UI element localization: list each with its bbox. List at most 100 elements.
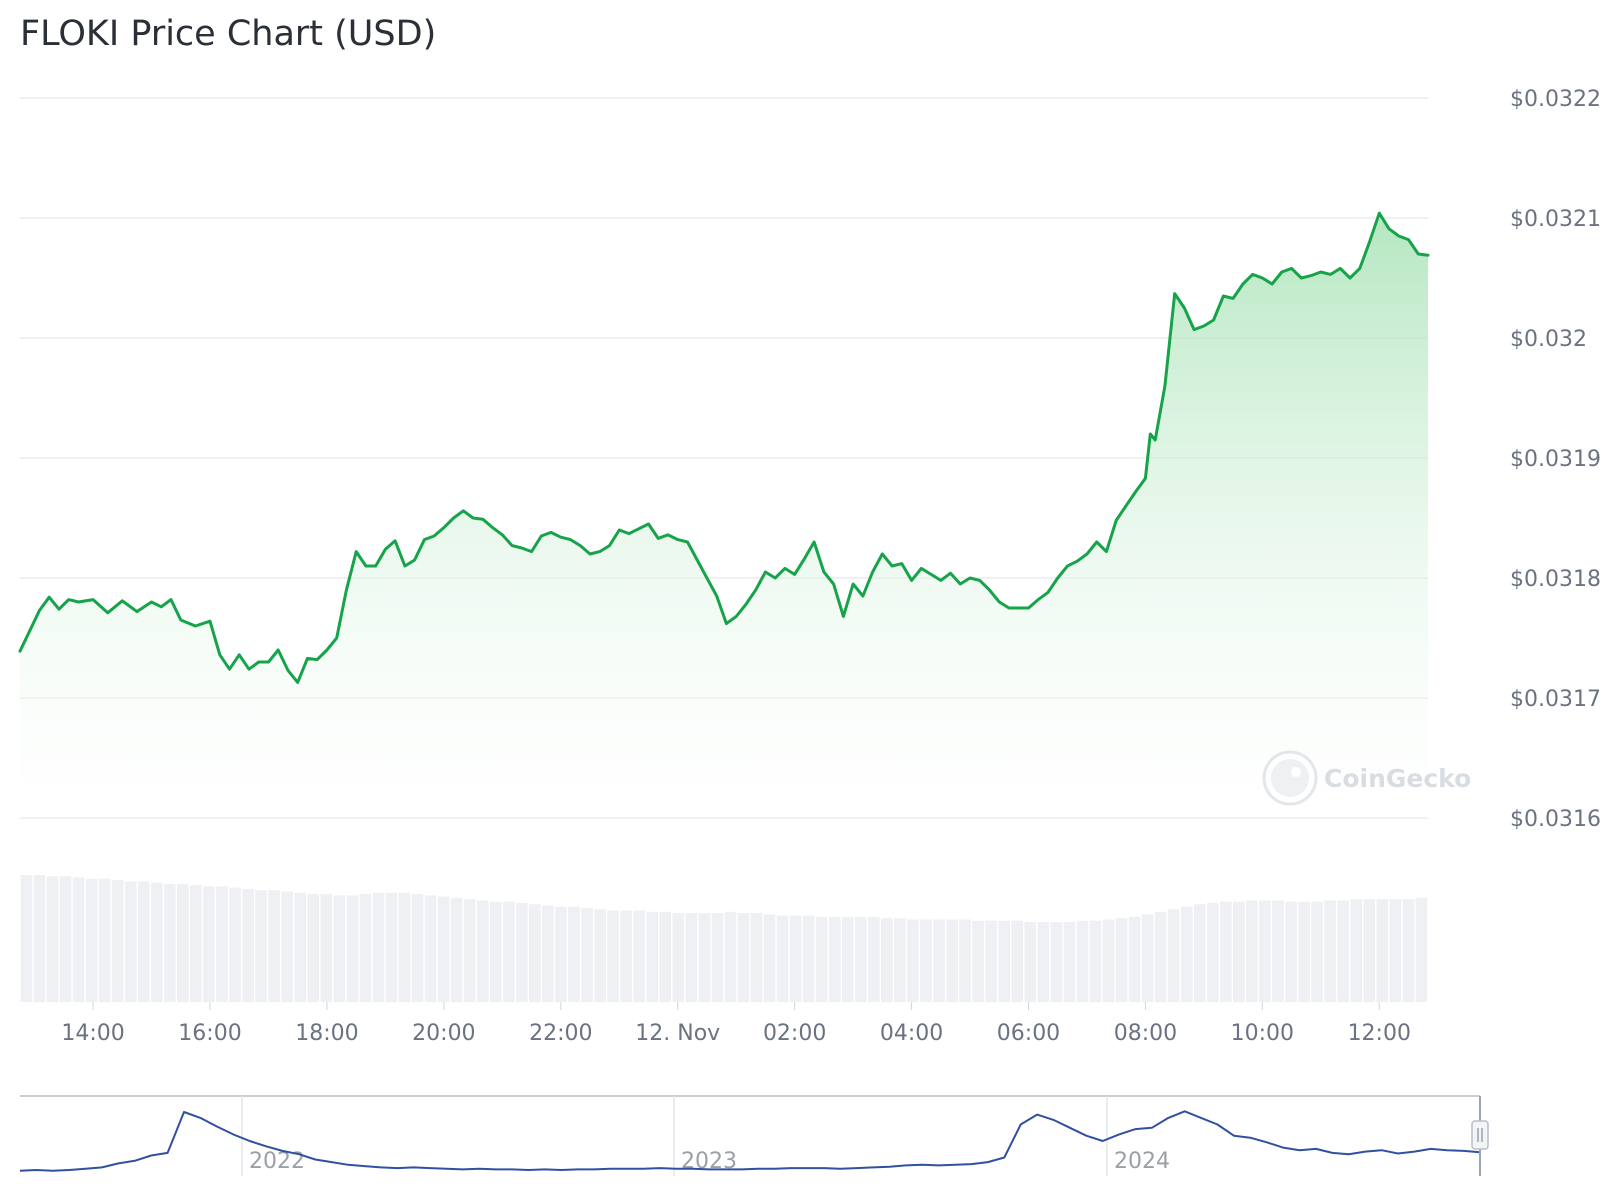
volume-bar <box>1259 900 1271 1002</box>
volume-bar <box>294 892 307 1002</box>
volume-bar <box>920 919 932 1002</box>
x-axis: 14:00 16:00 18:00 20:00 22:00 12. Nov 02:00 04:… <box>61 1002 1411 1046</box>
volume-bar <box>516 902 528 1002</box>
volume-bar <box>1141 914 1154 1002</box>
volume-bar <box>763 914 776 1002</box>
volume-bar <box>1193 904 1206 1002</box>
x-tick-label: 16:00 <box>178 1021 241 1046</box>
volume-bar <box>1115 918 1128 1002</box>
navigator-line <box>19 1110 1481 1172</box>
volume-bar <box>972 920 984 1002</box>
volume-bar <box>1246 900 1258 1002</box>
volume-bar <box>164 883 176 1002</box>
handle-grip[interactable] <box>1471 1120 1489 1150</box>
watermark-text: CoinGecko <box>1324 764 1471 793</box>
volume-bar <box>907 919 919 1002</box>
volume-bar <box>724 911 737 1002</box>
volume-bar <box>346 895 359 1002</box>
volume-bar <box>1089 920 1102 1002</box>
volume-bar <box>502 901 515 1002</box>
volume-bar <box>868 916 880 1002</box>
volume-bar <box>1180 906 1193 1002</box>
volume-bar <box>33 875 46 1002</box>
chart-title: FLOKI Price Chart (USD) <box>20 14 437 54</box>
volume-bar <box>815 916 828 1002</box>
volume-bar <box>463 899 476 1002</box>
volume-bar <box>1024 921 1037 1002</box>
volume-bar <box>1402 899 1415 1002</box>
x-tick-label: 06:00 <box>997 1021 1060 1046</box>
y-tick-label: $0.0318 <box>1510 567 1601 592</box>
volume-bar <box>242 888 254 1002</box>
volume-bar <box>385 892 398 1002</box>
price-line[interactable] <box>18 211 1430 684</box>
price-area <box>20 213 1428 818</box>
volume-bar <box>789 915 802 1002</box>
volume-bar <box>1337 900 1349 1002</box>
volume-bar <box>255 890 267 1002</box>
y-tick-label: $0.0321 <box>1510 207 1601 232</box>
volume-bar <box>685 913 698 1002</box>
volume-bar <box>711 913 724 1002</box>
volume-bar <box>737 913 750 1002</box>
volume-bar <box>98 878 111 1002</box>
volume-bar <box>672 913 685 1002</box>
volume-bar <box>177 883 189 1002</box>
volume-bar <box>594 909 606 1002</box>
volume-bar <box>1272 900 1284 1002</box>
volume-bar <box>203 886 215 1002</box>
volume-bar <box>1154 911 1167 1002</box>
volume-bar <box>841 916 854 1002</box>
navigator-handle[interactable] <box>1471 1120 1489 1150</box>
volume-bar <box>802 915 815 1002</box>
volume-bar <box>1233 901 1245 1002</box>
coingecko-watermark: CoinGecko <box>1262 750 1471 806</box>
volume-bar <box>190 885 202 1002</box>
navigator[interactable]: 2022 2023 2024 <box>19 1095 1489 1176</box>
volume-bar <box>1128 916 1141 1002</box>
volume-bar <box>411 894 424 1002</box>
y-axis: $0.0322 $0.0321 $0.032 $0.0319 $0.0318 $0.031… <box>1510 87 1601 832</box>
volume-bar <box>1206 902 1219 1002</box>
volume-bar <box>1063 921 1076 1002</box>
volume-bar <box>776 915 789 1002</box>
y-tick-label: $0.0316 <box>1510 807 1601 832</box>
volume-bar <box>620 910 632 1002</box>
volume-bar <box>150 882 163 1002</box>
volume-bar <box>476 900 489 1002</box>
x-tick-label: 08:00 <box>1114 1021 1177 1046</box>
volume-bar <box>646 911 659 1002</box>
navigator-year-label: 2024 <box>1114 1149 1170 1174</box>
volume-bar <box>946 919 958 1002</box>
x-tick-label: 20:00 <box>412 1021 475 1046</box>
volume-bar <box>1102 919 1115 1002</box>
volume-bar <box>424 895 437 1002</box>
price-area-group <box>18 211 1430 818</box>
volume-bar <box>894 918 906 1002</box>
volume-bar <box>881 918 893 1002</box>
volume-bar <box>633 910 645 1002</box>
volume-bar <box>72 877 85 1002</box>
x-tick-label: 12. Nov <box>635 1021 720 1046</box>
volume-bar <box>111 880 124 1002</box>
volume-bar <box>1389 899 1402 1002</box>
volume-bar <box>542 905 554 1002</box>
y-tick-label: $0.032 <box>1510 327 1587 352</box>
volume-bar <box>1350 899 1363 1002</box>
y-tick-label: $0.0317 <box>1510 687 1601 712</box>
volume-bar <box>372 892 385 1002</box>
volume-bar <box>1285 901 1297 1002</box>
volume-bar <box>216 886 228 1002</box>
x-tick-label: 12:00 <box>1348 1021 1411 1046</box>
volume-bar <box>1037 921 1050 1002</box>
volume-bar <box>333 895 346 1002</box>
volume-bar <box>398 892 411 1002</box>
volume-bar <box>659 911 672 1002</box>
volume-bar <box>828 916 841 1002</box>
volume-bar <box>1050 921 1063 1002</box>
volume-bar <box>998 920 1011 1002</box>
volume-bar <box>450 897 463 1002</box>
volume-bar <box>307 894 320 1002</box>
volume-bar <box>124 881 137 1002</box>
